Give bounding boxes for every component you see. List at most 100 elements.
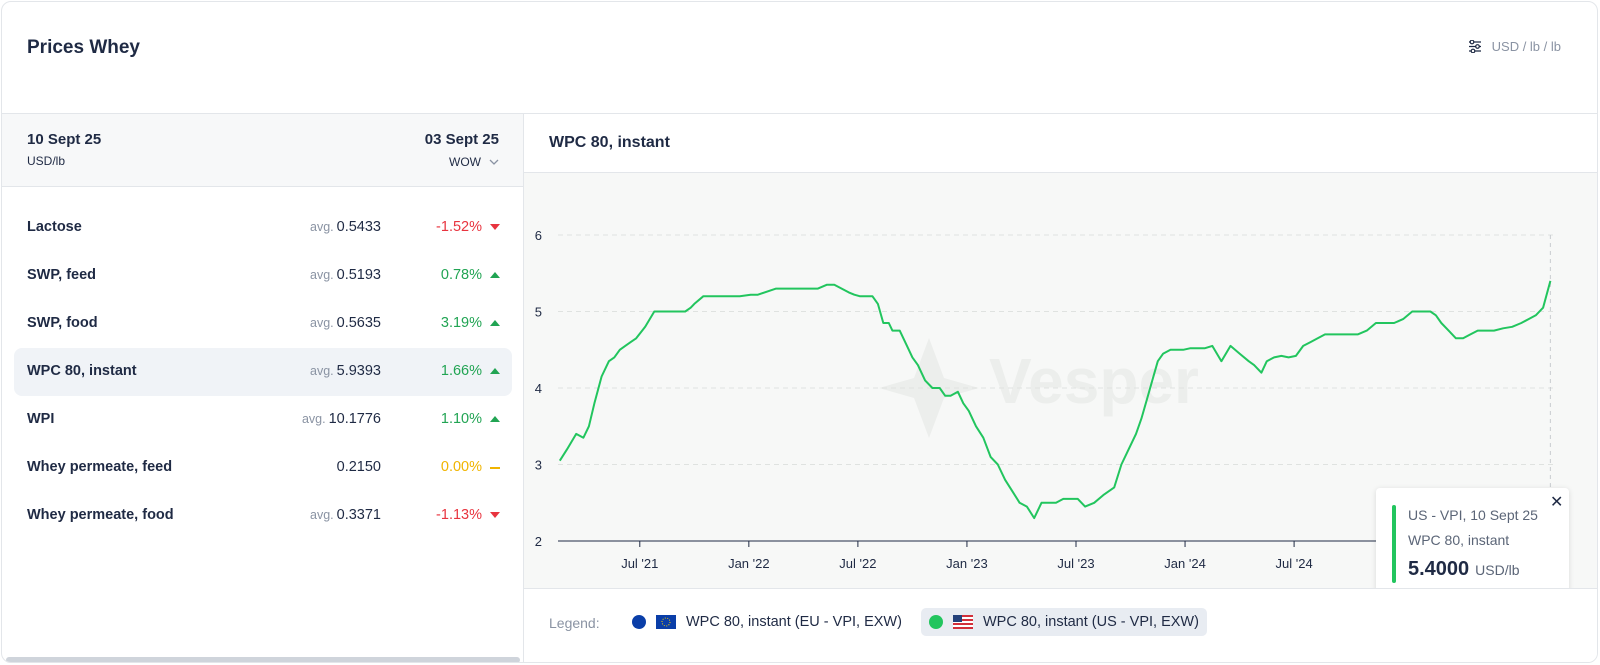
list-item[interactable]: SWP, feed avg. 0.5193 0.78% [14,252,512,300]
horizontal-scrollbar[interactable] [6,657,520,662]
eu-flag-icon [656,615,676,629]
product-name: WPC 80, instant [27,363,137,379]
series-dot-us [929,615,943,629]
price-value: 0.5193 [336,267,381,283]
tooltip-value: 5.4000 [1408,558,1470,580]
close-icon[interactable]: ✕ [1550,494,1564,511]
legend-label: Legend: [549,615,600,631]
us-flag-icon [953,615,973,629]
y-tick-label: 5 [535,305,542,320]
current-date: 10 Sept 25 [27,131,102,148]
chart-panel: WPC 80, instant Vesper 2 3 4 5 6 Jul '21 Jan '2… [524,114,1598,662]
avg-label: avg. [310,508,334,522]
x-tick-label: Jan '23 [946,556,988,571]
product-value: avg. 10.1776 [302,411,381,427]
unit-settings-button[interactable]: USD / lb / lb [1468,39,1561,54]
trend-up-icon [490,368,500,374]
change-percent: 0.78% [440,267,482,283]
chart-tooltip: US - VPI, 10 Sept 25 WPC 80, instant 5.4… [1376,488,1569,600]
change-percent: 0.00% [440,459,482,475]
product-value: avg. 0.5635 [310,315,381,331]
avg-label: avg. [301,412,326,426]
tooltip-unit: USD/lb [1475,562,1520,578]
avg-label: avg. [310,364,334,378]
product-value: avg. 0.5193 [310,267,381,283]
tooltip-value-line: 5.4000 USD/lb [1408,558,1520,581]
unit-label: USD / lb / lb [1491,39,1561,54]
trend-flat-icon [490,467,500,469]
y-tick-label: 6 [535,228,542,243]
chevron-down-icon [489,159,499,165]
list-item[interactable]: WPC 80, instant avg. 5.9393 1.66% [14,348,512,396]
price-value: 5.9393 [336,363,381,379]
product-name: Lactose [27,219,82,235]
trend-up-icon [490,272,500,278]
x-tick-label: Jul '24 [1276,556,1313,571]
product-name: SWP, feed [27,267,97,283]
legend-item-eu[interactable]: WPC 80, instant (EU - VPI, EXW) [624,608,910,636]
legend-item-us[interactable]: WPC 80, instant (US - VPI, EXW) [921,608,1207,636]
product-name: Whey permeate, feed [27,459,173,475]
trend-down-icon [490,224,500,230]
legend-item-us-label: WPC 80, instant (US - VPI, EXW) [983,614,1199,630]
change-percent: 1.66% [440,363,482,379]
avg-label: avg. [310,316,334,330]
avg-label: avg. [310,268,334,282]
tooltip-color-bar [1392,505,1396,583]
sliders-icon [1468,40,1481,53]
chart-title-bar: WPC 80, instant [524,114,1597,173]
change-percent: -1.13% [436,507,482,523]
product-name: SWP, food [27,315,98,331]
compare-date: 03 Sept 25 [424,131,499,148]
page-title: Prices Whey [27,37,140,58]
series-line-us [558,280,1552,520]
trend-down-icon [490,512,500,518]
list-item[interactable]: WPI avg. 10.1776 1.10% [14,396,512,444]
list-item[interactable]: Whey permeate, food avg. 0.3371 -1.13% [14,492,512,540]
list-item[interactable]: Whey permeate, feed 0.2150 0.00% [14,444,512,492]
trend-up-icon [490,416,500,422]
x-tick-label: Jul '21 [621,556,658,571]
product-value: avg. 0.3371 [310,507,381,523]
product-value: avg. 0.5433 [310,219,381,235]
trend-up-icon [490,320,500,326]
x-tick-label: Jan '24 [1164,556,1206,571]
change-percent: 1.10% [440,411,482,427]
legend-item-eu-label: WPC 80, instant (EU - VPI, EXW) [686,614,902,630]
price-list-panel: 10 Sept 25 USD/lb 03 Sept 25 WOW Lactose… [2,114,524,662]
x-tick-label: Jan '22 [728,556,770,571]
y-tick-label: 3 [535,458,542,473]
price-line-chart[interactable]: Vesper 2 3 4 5 6 Jul '21 Jan '22 Jul '22 Jan '23 J… [524,173,1598,588]
product-name: Whey permeate, food [27,507,174,523]
tooltip-series-date: US - VPI, 10 Sept 25 [1408,507,1538,523]
price-value: 10.1776 [328,411,381,427]
card-header: Prices Whey USD / lb / lb [2,2,1597,114]
compare-mode-label: WOW [449,155,481,169]
product-name: WPI [27,411,55,427]
plot-area[interactable]: Vesper 2 3 4 5 6 Jul '21 Jan '22 Jul '22 Jan '23 J… [524,173,1598,600]
list-item[interactable]: Lactose avg. 0.5433 -1.52% [14,204,512,252]
compare-mode-dropdown[interactable]: WOW [449,155,499,169]
price-list-header: 10 Sept 25 USD/lb 03 Sept 25 WOW [2,114,523,187]
price-value: 0.2150 [336,459,381,475]
price-list: Lactose avg. 0.5433 -1.52% SWP, feed avg. 0.51… [14,204,512,540]
product-value: 0.2150 [334,459,381,475]
x-tick-label: Jul '22 [839,556,876,571]
change-percent: 3.19% [440,315,482,331]
tooltip-product: WPC 80, instant [1408,532,1510,548]
chart-title: WPC 80, instant [549,134,670,151]
list-item[interactable]: SWP, food avg. 0.5635 3.19% [14,300,512,348]
x-tick-label: Jul '23 [1057,556,1094,571]
y-tick-label: 4 [535,381,542,396]
chart-watermark: Vesper [989,345,1199,417]
product-value: avg. 5.9393 [310,363,381,379]
price-value: 0.5635 [336,315,381,331]
price-value: 0.3371 [336,507,381,523]
legend: Legend: WPC 80, instant (EU - VPI, EXW) [524,588,1597,662]
change-percent: -1.52% [436,219,482,235]
y-tick-label: 2 [535,534,542,549]
avg-label: avg. [310,220,334,234]
price-value: 0.5433 [336,219,381,235]
series-dot-eu [632,615,646,629]
